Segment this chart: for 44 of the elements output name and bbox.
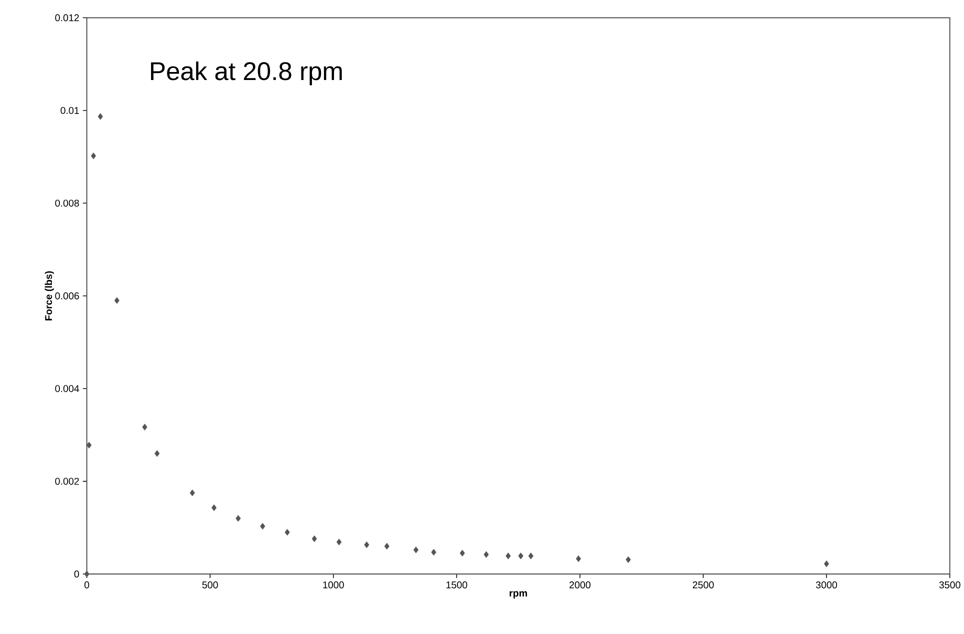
point <box>824 560 830 568</box>
x-tick-label: 2000 <box>570 581 590 588</box>
annotation: Peak at 20.8 rpm <box>151 61 342 86</box>
x-tick-label: 2500 <box>692 581 714 588</box>
point <box>84 570 90 578</box>
x-tick-label: 1500 <box>446 581 468 588</box>
point <box>460 550 465 556</box>
point <box>284 528 290 536</box>
y-tick-label: 0.002 <box>55 478 79 485</box>
point <box>211 504 217 511</box>
point <box>98 113 103 120</box>
x-tick-label: 1000 <box>323 581 344 588</box>
point <box>364 541 370 548</box>
point <box>86 442 92 448</box>
y-tick-label: 0 <box>74 570 80 578</box>
point <box>528 552 534 560</box>
point <box>484 551 489 558</box>
point <box>190 489 195 496</box>
point <box>576 555 582 562</box>
point <box>154 450 160 457</box>
x-axis-title: rpm <box>510 591 527 598</box>
x-tick-label: 0 <box>84 581 90 588</box>
x-tick-label: 3500 <box>939 581 960 588</box>
y-tick-label: 0.01 <box>60 106 79 114</box>
point <box>336 538 342 546</box>
x-tick-label: 3000 <box>816 581 838 588</box>
y-axis-title: Force (lbs) <box>44 271 54 320</box>
point <box>626 556 631 563</box>
point <box>114 297 120 304</box>
point <box>312 535 317 542</box>
point <box>90 152 96 160</box>
point <box>413 546 419 554</box>
point <box>384 542 390 550</box>
point <box>142 424 148 430</box>
y-tick-label: 0.012 <box>55 14 79 22</box>
y-tick-label: 0.008 <box>55 200 79 207</box>
point <box>260 522 266 530</box>
point <box>236 514 241 522</box>
point <box>506 552 511 560</box>
y-tick-label: 0.006 <box>55 292 79 300</box>
y-tick-label: 0.004 <box>55 385 80 392</box>
x-tick-label: 500 <box>202 581 218 588</box>
point <box>431 548 436 556</box>
point <box>518 552 524 560</box>
